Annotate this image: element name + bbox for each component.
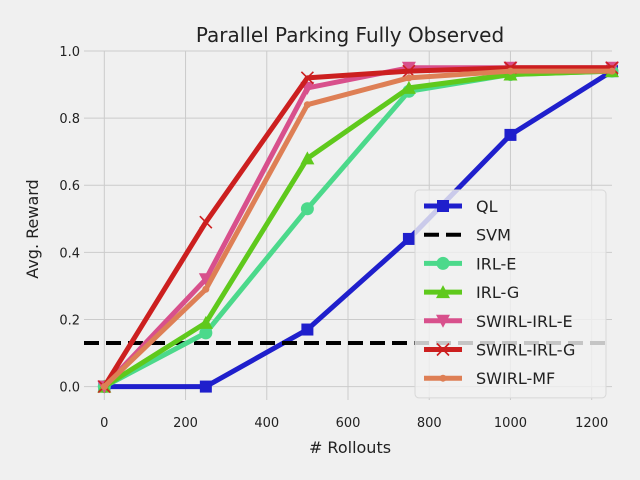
data-point-swirl-mf — [608, 67, 616, 75]
legend-item-swirl-mf: SWIRL-MF — [424, 369, 555, 388]
data-point-swirl-mf — [202, 285, 210, 293]
data-point-swirl-mf — [506, 67, 514, 75]
y-tick-label: 0.6 — [59, 179, 80, 194]
legend-item-irl-g: IRL-G — [424, 283, 519, 302]
legend-box — [414, 189, 607, 399]
series-line-irl-g — [101, 68, 615, 390]
tick-labels: 0 200 400 600 800 1000 1200 0.0 0.2 0.4 0.6 0.8 1.0 — [59, 45, 608, 431]
x-axis-label: # Rollouts — [309, 438, 391, 457]
x-tick-label: 0 — [100, 416, 108, 431]
data-point-swirl-mf — [405, 74, 413, 82]
data-point-swirl-irl-e — [198, 273, 213, 287]
y-tick-label: 1.0 — [59, 45, 80, 60]
y-tick-label: 0.4 — [59, 246, 80, 261]
legend-label: IRL-G — [476, 283, 519, 302]
x-tick-label: 800 — [417, 416, 442, 431]
legend-marker — [439, 374, 447, 382]
data-point-ql — [504, 128, 517, 141]
legend-item-irl-e: IRL-E — [424, 254, 516, 273]
series-swirl-irl-g — [97, 61, 619, 394]
legend-item-swirl-irl-e: SWIRL-IRL-E — [424, 312, 573, 331]
x-tick-label: 200 — [173, 416, 198, 431]
series-swirl-mf — [100, 67, 616, 391]
legend-item-ql: QL — [424, 197, 498, 216]
data-point-irl-e — [300, 202, 314, 216]
x-tick-label: 1000 — [494, 416, 527, 431]
legend-item-svm: SVM — [424, 226, 511, 245]
series-line-swirl-mf — [101, 68, 615, 390]
data-point-ql — [301, 323, 314, 336]
legend-marker — [436, 256, 450, 270]
data-point-irl-g — [198, 315, 213, 329]
legend-item-swirl-irl-g: SWIRL-IRL-G — [424, 341, 575, 360]
data-point-ql — [402, 232, 415, 245]
x-tick-label: 600 — [336, 416, 361, 431]
legend: QL SVM IRL-E IRL-G SWIRL-IRL-E SWIRL-IRL-G SWI… — [414, 189, 607, 399]
legend-label: SVM — [476, 226, 511, 245]
data-point-irl-e — [199, 326, 213, 340]
legend-label: SWIRL-MF — [476, 369, 555, 388]
y-axis-label: Avg. Reward — [23, 179, 42, 278]
legend-label: SWIRL-IRL-G — [476, 341, 575, 360]
x-tick-label: 400 — [254, 416, 279, 431]
y-tick-label: 0.0 — [59, 381, 80, 396]
data-point-swirl-mf — [303, 101, 311, 109]
series-line-swirl-irl-g — [101, 65, 615, 390]
data-point-swirl-irl-g — [300, 71, 314, 85]
legend-label: SWIRL-IRL-E — [476, 312, 573, 331]
data-point-swirl-mf — [100, 383, 108, 391]
legend-label: QL — [476, 197, 498, 216]
data-point-swirl-irl-e — [401, 61, 416, 75]
x-tick-label: 1200 — [575, 416, 608, 431]
data-point-swirl-irl-g — [199, 215, 213, 229]
legend-label: IRL-E — [476, 254, 516, 273]
legend-marker — [436, 342, 450, 357]
y-tick-label: 0.8 — [59, 112, 80, 127]
data-point-ql — [199, 380, 212, 393]
data-point-irl-g — [401, 80, 416, 94]
y-tick-label: 0.2 — [59, 313, 80, 328]
chart-title: Parallel Parking Fully Observed — [196, 23, 504, 47]
legend-marker — [436, 285, 450, 299]
data-point-irl-g — [300, 151, 315, 165]
series-line-ql — [101, 68, 615, 390]
legend-marker — [437, 200, 449, 212]
series-layer — [84, 61, 619, 394]
legend-marker — [436, 314, 450, 328]
